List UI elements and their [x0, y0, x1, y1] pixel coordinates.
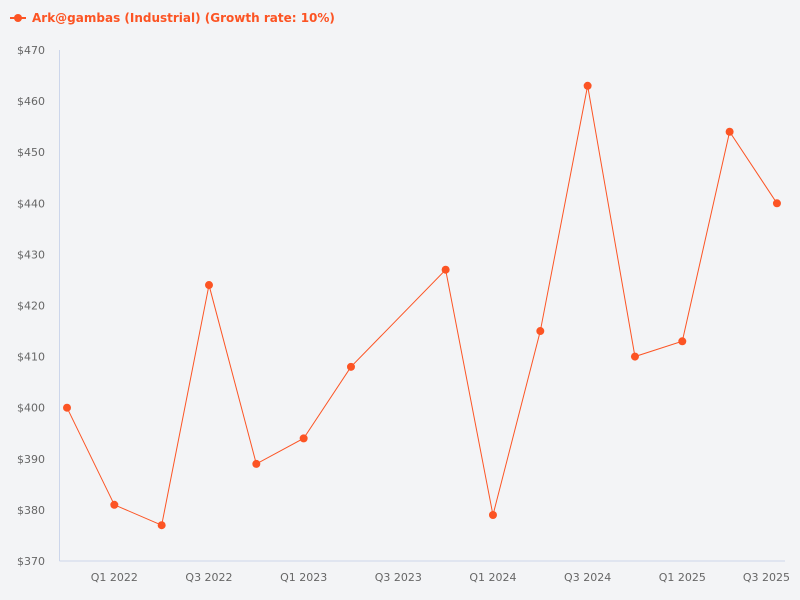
data-point-marker[interactable] [630, 352, 639, 361]
legend-item[interactable]: Ark@gambas (Industrial) (Growth rate: 10… [10, 8, 335, 28]
y-tick-label: $460 [17, 95, 45, 108]
series-line [66, 85, 778, 526]
y-tick-label: $380 [17, 504, 45, 517]
data-point-marker[interactable] [725, 127, 734, 136]
data-point-marker[interactable] [299, 434, 308, 443]
data-point-marker[interactable] [204, 281, 213, 290]
x-tick-label: Q1 2022 [91, 571, 138, 584]
x-tick-label: Q1 2025 [659, 571, 706, 584]
y-tick-label: $470 [17, 44, 45, 57]
data-point-marker[interactable] [488, 511, 497, 520]
y-tick-label: $440 [17, 197, 45, 210]
x-tick-label: Q3 2023 [375, 571, 422, 584]
data-point-marker[interactable] [678, 337, 687, 346]
data-point-marker[interactable] [772, 199, 781, 208]
data-point-marker[interactable] [157, 521, 166, 530]
y-tick-label: $430 [17, 248, 45, 261]
x-tick-label: Q1 2024 [469, 571, 516, 584]
data-point-marker[interactable] [536, 327, 545, 336]
x-tick-label: Q3 2025 [743, 571, 790, 584]
series-layer [63, 81, 781, 530]
data-point-marker[interactable] [252, 459, 261, 468]
x-axis: Q1 2022 Q3 2022 Q1 2023 Q3 2023 Q1 2024 Q3 20… [59, 560, 790, 584]
y-tick-label: $370 [17, 555, 45, 568]
data-point-marker[interactable] [441, 265, 450, 274]
y-axis: $370 $380 $390 $400 $410 $420 $430 $440 $450 $460… [17, 44, 60, 568]
legend-label: Ark@gambas (Industrial) (Growth rate: 10… [32, 11, 335, 25]
y-tick-label: $420 [17, 300, 45, 313]
x-tick-label: Q3 2024 [564, 571, 611, 584]
y-tick-label: $390 [17, 453, 45, 466]
legend-line-marker-icon [10, 13, 26, 23]
y-tick-label: $400 [17, 402, 45, 415]
x-tick-label: Q3 2022 [185, 571, 232, 584]
data-point-marker[interactable] [583, 81, 592, 90]
y-tick-label: $450 [17, 146, 45, 159]
data-point-marker[interactable] [346, 362, 355, 371]
y-tick-label: $410 [17, 351, 45, 364]
data-point-marker[interactable] [63, 403, 71, 412]
legend-dot [14, 14, 22, 22]
x-tick-label: Q1 2023 [280, 571, 327, 584]
data-point-marker[interactable] [110, 500, 119, 509]
